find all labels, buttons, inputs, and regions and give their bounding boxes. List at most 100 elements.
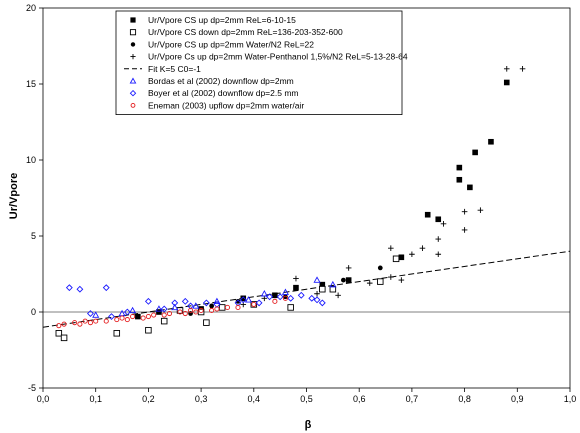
data-point (202, 299, 210, 307)
data-point (103, 318, 109, 324)
legend-label: Ur/Vpore CS down dp=2mm ReL=136-203-352-… (148, 27, 343, 37)
data-point (182, 310, 188, 317)
data-point (488, 138, 494, 145)
x-tick-label: 0,7 (406, 394, 419, 404)
data-point (297, 291, 305, 299)
data-point (272, 298, 278, 304)
data-point (281, 288, 289, 295)
data-point (160, 305, 168, 313)
data-point (335, 292, 341, 299)
data-point (398, 277, 405, 283)
legend-label: Eneman (2003) upflow dp=2mm water/air (148, 100, 304, 110)
data-point (244, 296, 253, 303)
data-point (65, 284, 73, 292)
data-point (155, 305, 163, 312)
data-point (461, 208, 468, 215)
data-point (409, 251, 415, 258)
data-point (193, 309, 199, 315)
data-point (56, 323, 62, 329)
legend-label: Fit K=5 C0=-1 (148, 64, 201, 74)
data-point (251, 301, 257, 307)
legend-marker (129, 89, 137, 97)
data-point (156, 309, 162, 315)
legend-box (115, 10, 403, 115)
data-point (113, 330, 121, 337)
data-point (161, 312, 167, 318)
x-axis-title: β (305, 419, 312, 431)
x-tick-label: 0,8 (458, 394, 471, 404)
data-point (108, 313, 115, 320)
data-point (151, 312, 157, 318)
legend-marker (130, 54, 136, 60)
data-point (314, 290, 320, 297)
data-point (318, 299, 326, 307)
data-point (176, 307, 184, 314)
data-point (198, 307, 204, 314)
data-point (456, 176, 463, 183)
data-points-layer (55, 66, 526, 342)
data-point (388, 274, 394, 280)
data-point (293, 284, 299, 291)
y-tick-label: 15 (26, 79, 36, 89)
data-point (440, 221, 447, 227)
x-tick-label: 0,9 (511, 394, 524, 404)
fit-line (42, 250, 571, 328)
data-point (287, 294, 295, 302)
y-tick-label: 5 (31, 231, 36, 241)
legend-marker (129, 77, 137, 84)
y-tick-label: 20 (26, 3, 36, 13)
legend-label: Ur/Vpore Cs up dp=2mm Water-Penthanol 1,… (148, 52, 408, 62)
data-point (308, 294, 316, 302)
data-point (123, 308, 131, 316)
y-tick-label: 10 (26, 155, 36, 165)
legend: Ur/Vpore CS up dp=2mm ReL=6-10-15 Ur/Vpor… (115, 10, 408, 115)
x-tick-label: 0,5 (300, 394, 313, 404)
data-point (283, 294, 288, 300)
data-point (224, 304, 230, 310)
data-point (239, 296, 247, 304)
data-point (313, 276, 321, 283)
data-point (209, 307, 215, 314)
data-point (188, 307, 194, 314)
data-point (266, 293, 274, 301)
data-point (503, 79, 510, 86)
x-tick-label: 0,0 (37, 394, 50, 404)
data-point (287, 304, 294, 311)
data-point (282, 295, 288, 301)
data-point (61, 321, 67, 327)
data-point (329, 280, 337, 288)
data-point (114, 317, 120, 323)
data-point (209, 303, 215, 309)
data-point (144, 297, 152, 305)
data-point (145, 326, 152, 334)
legend-label: Boyer et al (2002) downflow dp=2.5 mm (148, 88, 298, 98)
data-point (192, 302, 200, 309)
legend-marker (130, 17, 136, 23)
data-point (213, 297, 221, 305)
data-point (160, 317, 168, 325)
legend-label: Bordas et al (2002) downflow dp=2mm (148, 76, 294, 86)
data-point (341, 277, 346, 283)
data-point (203, 319, 210, 326)
data-point (181, 297, 189, 305)
y-tick-label: -5 (28, 383, 36, 393)
data-point (119, 315, 125, 321)
data-point (166, 310, 173, 317)
data-point (398, 254, 405, 261)
data-point (124, 317, 130, 323)
data-point (345, 277, 352, 283)
data-point (388, 245, 394, 251)
data-point (255, 299, 263, 307)
data-point (419, 245, 426, 251)
data-point (240, 295, 247, 302)
data-point (477, 207, 484, 213)
data-point (82, 318, 88, 324)
x-tick-label: 0,1 (89, 394, 102, 404)
data-point (76, 285, 84, 293)
data-point (461, 227, 468, 233)
data-point (77, 321, 83, 327)
data-point (276, 293, 284, 301)
data-point (93, 318, 99, 324)
data-point (313, 296, 321, 304)
